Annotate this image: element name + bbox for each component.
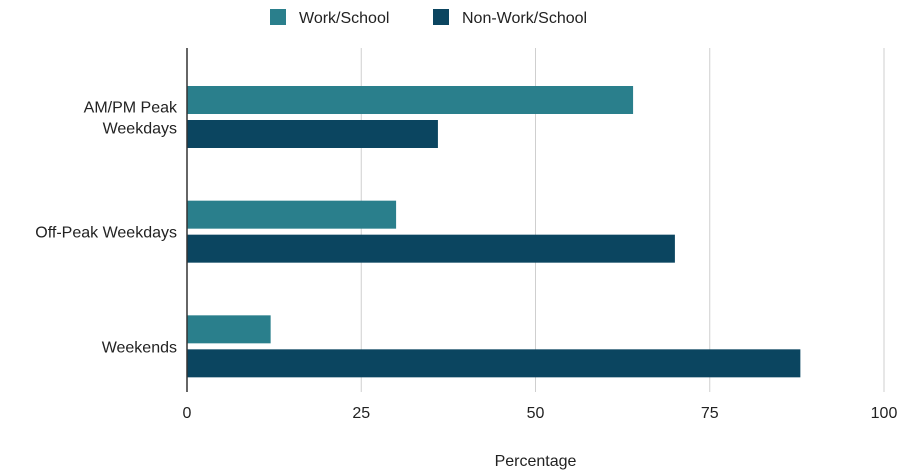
legend-swatch-non-work-school <box>433 9 449 25</box>
x-tick-label-50: 50 <box>527 405 545 422</box>
bar-work-school-off-peak-weekdays <box>187 200 397 229</box>
bar-non-work-school-off-peak-weekdays <box>187 234 675 263</box>
y-axis: AM/PM Peak Weekdays Off-Peak Weekdays Weeke… <box>35 48 188 392</box>
bar-non-work-school-am-pm-peak-weekdays <box>187 120 438 148</box>
x-axis-ticks: 0 25 50 75 100 <box>183 405 898 422</box>
x-axis-title: Percentage <box>495 453 577 470</box>
bar-work-school-weekends <box>187 315 271 344</box>
category-label-off-peak-weekdays: Off-Peak Weekdays <box>35 225 177 242</box>
x-tick-label-100: 100 <box>871 405 898 422</box>
category-label-am-pm-peak: AM/PM Peak <box>84 100 178 117</box>
legend: Work/School Non-Work/School <box>270 9 587 27</box>
bar-non-work-school-weekends <box>187 349 801 378</box>
legend-label-work-school: Work/School <box>299 10 389 27</box>
x-tick-label-25: 25 <box>352 405 370 422</box>
bars <box>187 86 801 378</box>
legend-label-non-work-school: Non-Work/School <box>462 10 587 27</box>
category-label-weekdays: Weekdays <box>103 121 177 138</box>
x-tick-label-75: 75 <box>701 405 719 422</box>
category-label-weekends: Weekends <box>102 339 177 356</box>
legend-swatch-work-school <box>270 9 286 25</box>
x-tick-label-0: 0 <box>183 405 192 422</box>
bar-work-school-am-pm-peak-weekdays <box>187 86 634 114</box>
